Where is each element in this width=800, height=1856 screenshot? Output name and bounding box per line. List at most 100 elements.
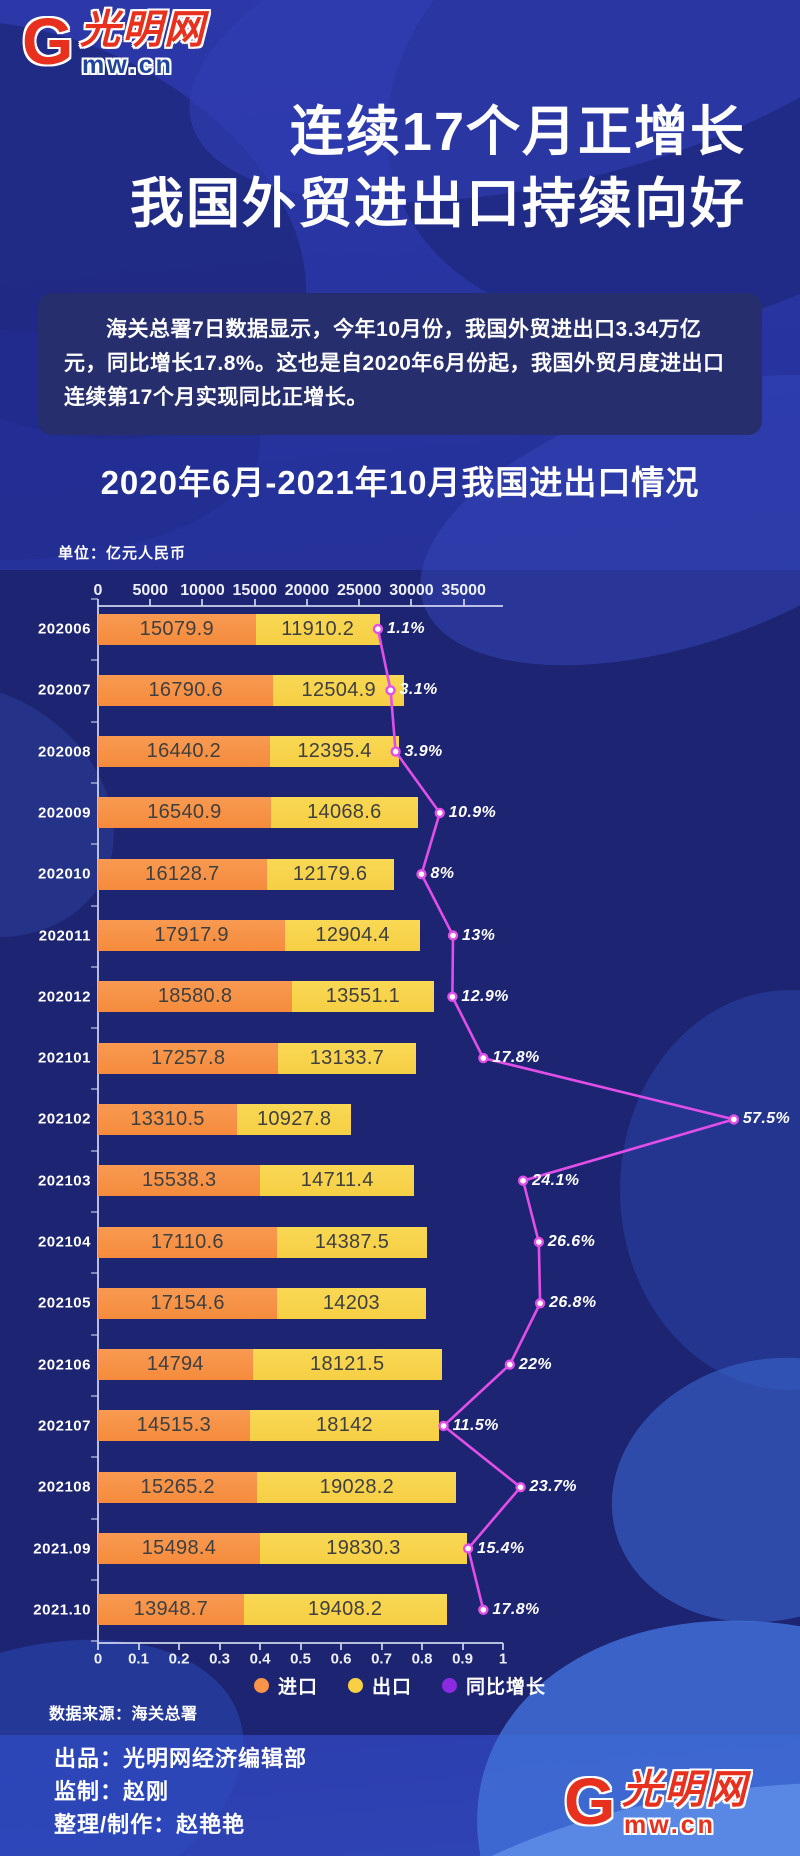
import-value-label: 16540.9	[147, 801, 222, 824]
legend-item-growth: 同比增长	[442, 1672, 546, 1699]
x-axis-tickmark	[358, 599, 361, 606]
credit-supervisor: 监制：赵刚	[54, 1779, 170, 1804]
import-bar-segment: 17257.8	[98, 1042, 279, 1074]
secondary-axis-tickmark	[97, 1643, 99, 1650]
category-tickmark	[91, 1272, 98, 1275]
headline-line1: 连续17个月正增长	[289, 102, 746, 162]
secondary-axis-tickmark	[380, 1643, 383, 1650]
import-value-label: 14515.3	[136, 1414, 212, 1437]
import-bar-segment: 15538.3	[98, 1165, 261, 1197]
export-value-label: 19028.2	[319, 1475, 395, 1498]
category-tickmark	[91, 720, 98, 723]
footer-credits: 出品：光明网经济编辑部 监制：赵刚 整理/制作：赵艳艳	[54, 1742, 307, 1841]
category-label: 202012	[37, 988, 91, 1006]
growth-value-label: 1.1%	[386, 620, 426, 637]
import-bar-segment: 17110.6	[98, 1226, 277, 1258]
export-bar-segment: 12904.4	[285, 920, 421, 951]
export-value-label: 12395.4	[297, 740, 372, 763]
export-bar-segment: 19028.2	[257, 1471, 457, 1503]
export-value-label: 14711.4	[300, 1169, 374, 1192]
import-bar-segment: 16128.7	[98, 858, 267, 890]
growth-value-label: 17.8%	[492, 1049, 540, 1067]
category-tickmark	[91, 965, 98, 968]
export-value-label: 19830.3	[326, 1537, 401, 1559]
data-source-label: 数据来源：海关总署	[49, 1706, 198, 1723]
gmw-logo-header: G 光明网 mw.cn	[22, 6, 232, 92]
x-axis-top-line	[98, 605, 503, 607]
import-value-label: 14794	[146, 1353, 204, 1376]
logo-brand-cn: 光明网	[622, 1767, 748, 1812]
export-value-label: 14068.6	[307, 801, 382, 824]
export-value-label: 14387.5	[314, 1230, 390, 1253]
x-axis-tick-label: 10000	[180, 582, 225, 599]
category-tickmark	[91, 1088, 98, 1091]
legend-item-export: 出口	[347, 1672, 412, 1699]
category-label: 202107	[37, 1417, 91, 1435]
category-label: 202006	[37, 620, 91, 638]
x-axis-tickmark	[253, 599, 256, 606]
category-label: 202106	[37, 1356, 91, 1374]
import-legend-dot-icon	[253, 1678, 269, 1693]
import-bar-segment: 13310.5	[98, 1103, 238, 1135]
secondary-axis-tick-label: 0.3	[209, 1650, 230, 1668]
secondary-axis-tick-label: 0.8	[411, 1650, 433, 1668]
category-tickmark	[91, 1027, 98, 1030]
import-value-label: 17154.6	[150, 1291, 225, 1314]
category-label: 202105	[37, 1294, 91, 1312]
export-value-label: 19408.2	[307, 1598, 383, 1621]
logo-brand-cn: 光明网	[80, 7, 206, 52]
x-axis-tickmark	[149, 599, 152, 606]
category-tickmark	[91, 1517, 98, 1520]
category-tickmark	[91, 904, 98, 907]
import-bar-segment: 15079.9	[98, 613, 256, 645]
export-value-label: 18121.5	[310, 1353, 385, 1376]
export-bar-segment: 12179.6	[266, 858, 394, 890]
headline-line2: 我国外贸进出口持续向好	[130, 174, 746, 234]
secondary-axis-tickmark	[299, 1643, 302, 1650]
secondary-axis-tick-label: 0.9	[452, 1650, 473, 1668]
x-axis-tick-label: 20000	[284, 582, 330, 599]
import-value-label: 16128.7	[145, 862, 220, 885]
growth-value-label: 11.5%	[452, 1416, 499, 1434]
gmw-logo-footer: G 光明网 mw.cn	[564, 1766, 774, 1852]
export-bar-segment: 19408.2	[243, 1594, 447, 1626]
import-bar-segment: 16440.2	[98, 736, 270, 768]
secondary-axis-tick-label: 0.7	[371, 1650, 392, 1668]
import-bar-segment: 16540.9	[98, 797, 271, 829]
growth-value-label: 10.9%	[448, 803, 497, 821]
export-bar-segment: 13133.7	[278, 1042, 416, 1074]
secondary-axis-tickmark	[502, 1643, 504, 1650]
legend-item-import: 进口	[253, 1672, 318, 1699]
import-bar-segment: 16790.6	[98, 674, 274, 706]
x-axis-tickmark	[305, 599, 308, 606]
export-bar-segment: 18142	[249, 1410, 440, 1442]
import-value-label: 17110.6	[150, 1230, 224, 1253]
credit-produced-by: 出品：光明网经济编辑部	[54, 1746, 308, 1771]
category-label: 2021.10	[33, 1601, 91, 1619]
headline: 连续17个月正增长 我国外贸进出口持续向好	[130, 96, 746, 240]
category-label: 202010	[37, 865, 91, 883]
category-label: 2021.09	[33, 1540, 91, 1557]
export-bar-segment: 11910.2	[255, 613, 380, 645]
export-bar-segment: 14203	[277, 1287, 426, 1319]
category-label: 202103	[37, 1172, 91, 1190]
export-bar-segment: 14068.6	[270, 797, 418, 829]
growth-value-label: 24.1%	[532, 1171, 580, 1189]
x-axis-tick-label: 25000	[336, 582, 382, 599]
import-bar-segment: 15498.4	[98, 1533, 260, 1564]
logo-g-mark: G	[22, 4, 74, 78]
import-value-label: 15265.2	[140, 1475, 215, 1498]
category-label: 202108	[37, 1478, 91, 1496]
unit-label: 单位：亿元人民币	[58, 545, 187, 562]
secondary-axis-tick-label: 0.1	[128, 1650, 149, 1668]
category-tickmark	[91, 659, 98, 662]
import-bar-segment: 17154.6	[98, 1287, 278, 1319]
secondary-axis-tickmark	[259, 1643, 261, 1650]
import-value-label: 16440.2	[146, 740, 222, 763]
intro-text: 海关总署7日数据显示，今年10月份，我国外贸进出口3.34万亿元，同比增长17.…	[64, 318, 725, 409]
growth-value-label: 23.7%	[529, 1478, 577, 1496]
x-axis-tick-label: 5000	[132, 582, 169, 599]
x-axis-tickmark	[410, 599, 413, 606]
